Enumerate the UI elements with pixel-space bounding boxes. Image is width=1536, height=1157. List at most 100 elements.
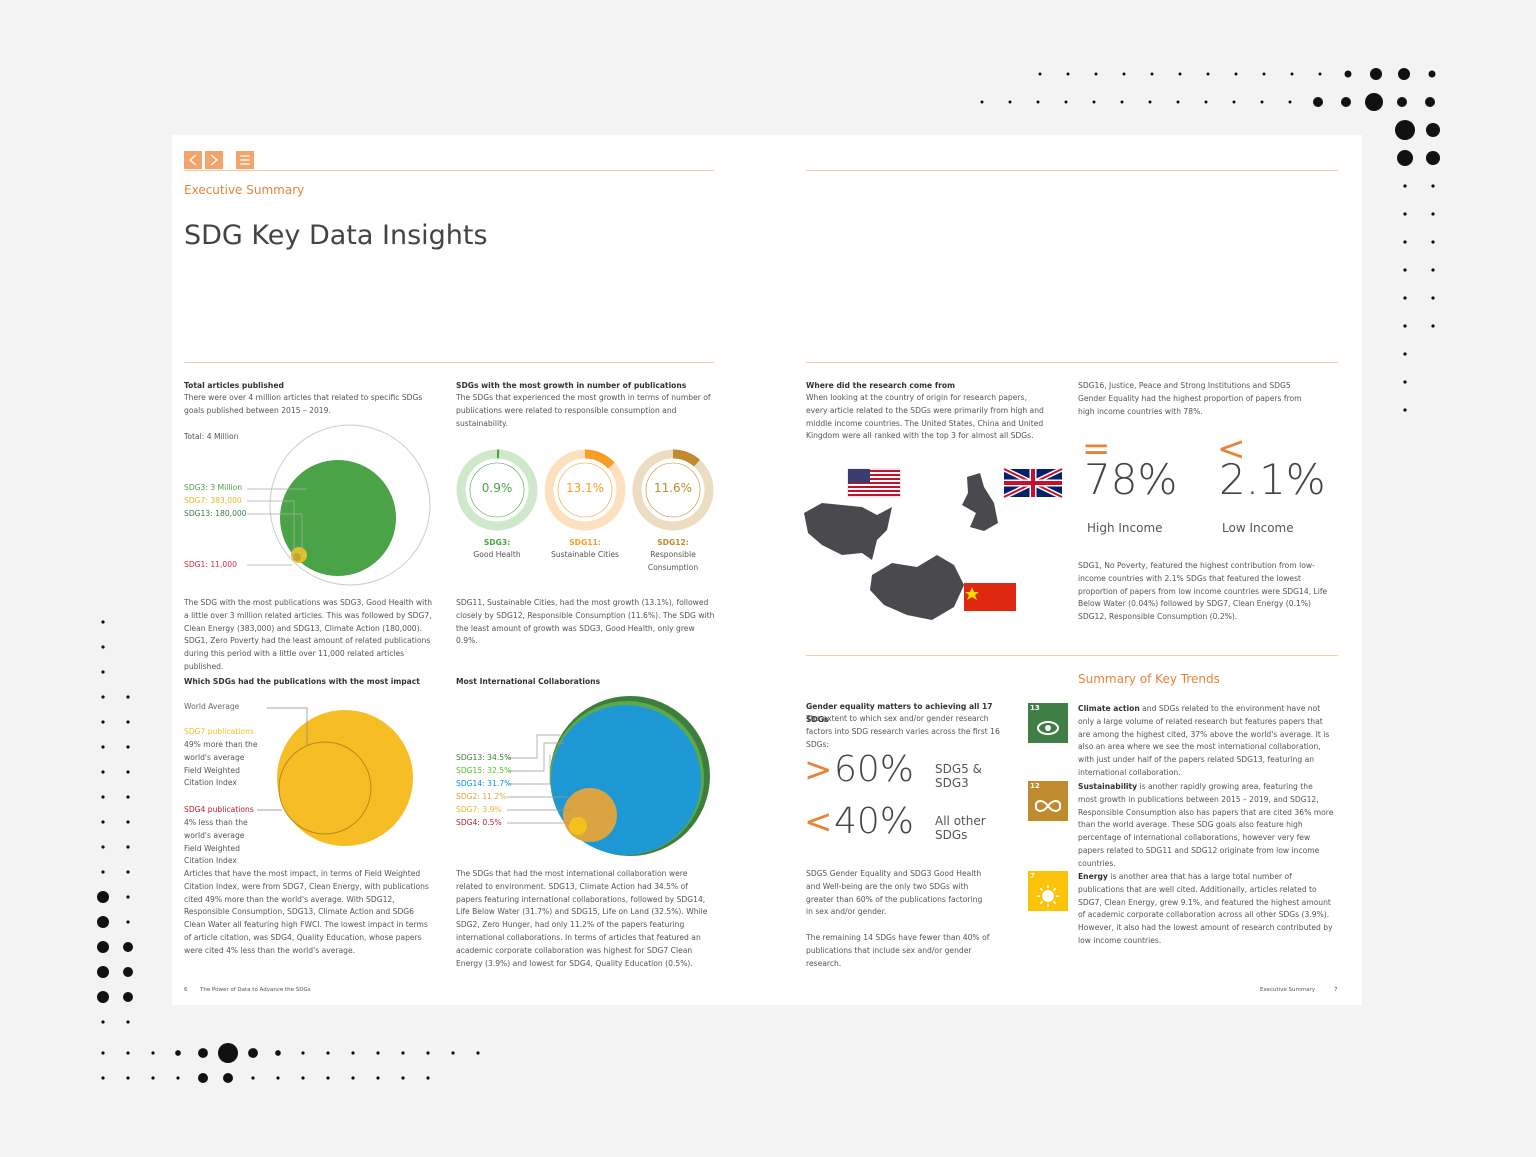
body: is another area that has a large total n… — [1078, 872, 1333, 945]
section-label: Executive Summary — [184, 183, 305, 197]
donut-sdg: SDG12: — [657, 538, 689, 547]
dot — [351, 1076, 355, 1080]
donut-label: 13.1% — [565, 481, 605, 495]
dot — [126, 1020, 130, 1024]
dot — [1403, 240, 1407, 244]
world-average-circle — [278, 741, 372, 835]
dot — [1431, 212, 1435, 216]
footer-title: The Power of Data to Advance the SDGs — [200, 987, 311, 993]
dot — [326, 1076, 330, 1080]
next-button[interactable] — [205, 151, 223, 169]
dot — [451, 1051, 455, 1055]
donut-label: 0.9% — [481, 481, 513, 495]
dot — [101, 845, 105, 849]
label: Total: 4 Million — [184, 432, 239, 441]
stat-value: 78% — [1084, 455, 1178, 504]
dot — [1431, 268, 1435, 272]
dot — [1426, 151, 1440, 165]
dot — [1428, 70, 1436, 78]
paragraph: Sustainability is another rapidly growin… — [1078, 781, 1334, 871]
label: SDG13: 34.5% — [456, 753, 512, 762]
dot — [101, 770, 105, 774]
donut-arc — [584, 449, 615, 469]
sdg-icon — [1028, 781, 1068, 821]
dot — [1234, 72, 1238, 76]
rule — [806, 362, 1338, 363]
dot — [1403, 268, 1407, 272]
sdg3-circle — [280, 460, 396, 576]
dot — [1403, 408, 1407, 412]
dot — [1290, 72, 1294, 76]
dot — [123, 992, 133, 1002]
dot — [126, 745, 130, 749]
dot — [97, 916, 109, 928]
dot — [376, 1051, 380, 1055]
dot — [275, 1050, 281, 1056]
heading: Total articles published — [184, 381, 284, 390]
dot — [126, 870, 130, 874]
dot — [126, 920, 130, 924]
dot — [1341, 97, 1351, 107]
dot — [101, 745, 105, 749]
dot — [1431, 240, 1435, 244]
stat-symbol: > — [804, 750, 833, 790]
dot — [401, 1076, 405, 1080]
heading: Gender equality matters to achieving all… — [806, 702, 993, 724]
dot — [1403, 184, 1407, 188]
page-number: 6 — [184, 987, 188, 993]
dot — [176, 1076, 180, 1080]
stat-symbol: = — [1082, 429, 1111, 469]
paragraph: The extent to which sex and/or gender re… — [806, 714, 1000, 749]
donut-center — [557, 462, 613, 518]
total-circle — [269, 424, 431, 586]
section-title: Summary of Key Trends — [1078, 672, 1220, 686]
dot — [101, 620, 105, 624]
dot — [1066, 72, 1070, 76]
rule — [806, 170, 1338, 171]
china-map — [870, 555, 964, 620]
dot — [101, 720, 105, 724]
stat-label: All other SDGs — [935, 814, 986, 842]
prev-button[interactable] — [184, 151, 202, 169]
dot — [1398, 68, 1410, 80]
donut-center — [645, 462, 701, 518]
page-number: 7 — [1334, 987, 1338, 993]
dot — [198, 1048, 208, 1058]
dot — [301, 1051, 305, 1055]
dot — [198, 1073, 208, 1083]
donut-center — [469, 462, 525, 518]
dot — [426, 1076, 430, 1080]
dot — [1403, 380, 1407, 384]
dot — [1176, 100, 1180, 104]
sdg-icon — [1028, 871, 1068, 911]
stat-value: 2.1% — [1219, 455, 1326, 504]
lead: Climate action — [1078, 704, 1140, 713]
dot — [175, 1050, 181, 1056]
dot — [1425, 97, 1435, 107]
dot — [151, 1051, 155, 1055]
label: SDG7: 3.9% — [456, 805, 502, 814]
dot — [101, 695, 105, 699]
label: SDG7: 383,000 — [184, 496, 242, 505]
body: and SDGs related to the environment have… — [1078, 704, 1330, 777]
dot — [1148, 100, 1152, 104]
label: SDG14: 31.7% — [456, 779, 512, 788]
dot — [1370, 68, 1382, 80]
label-title: World Average — [184, 702, 240, 711]
paragraph: SDG16, Justice, Peace and Strong Institu… — [1078, 381, 1302, 416]
donut-name: Good Health — [473, 550, 521, 559]
dot — [1431, 184, 1435, 188]
heading: Which SDGs had the publications with the… — [184, 677, 420, 686]
artwork — [184, 151, 1068, 911]
uk-flag — [1002, 466, 1064, 500]
rule — [184, 170, 714, 171]
label: SDG13: 180,000 — [184, 509, 247, 518]
rule — [806, 655, 1338, 656]
dot — [101, 645, 105, 649]
icon-number: 13 — [1030, 704, 1040, 712]
donut-name: Responsible Consumption — [647, 550, 699, 572]
stat-label: SDG5 & SDG3 — [935, 762, 982, 790]
uk-map — [962, 473, 998, 531]
label: SDG1: 11,000 — [184, 560, 237, 569]
